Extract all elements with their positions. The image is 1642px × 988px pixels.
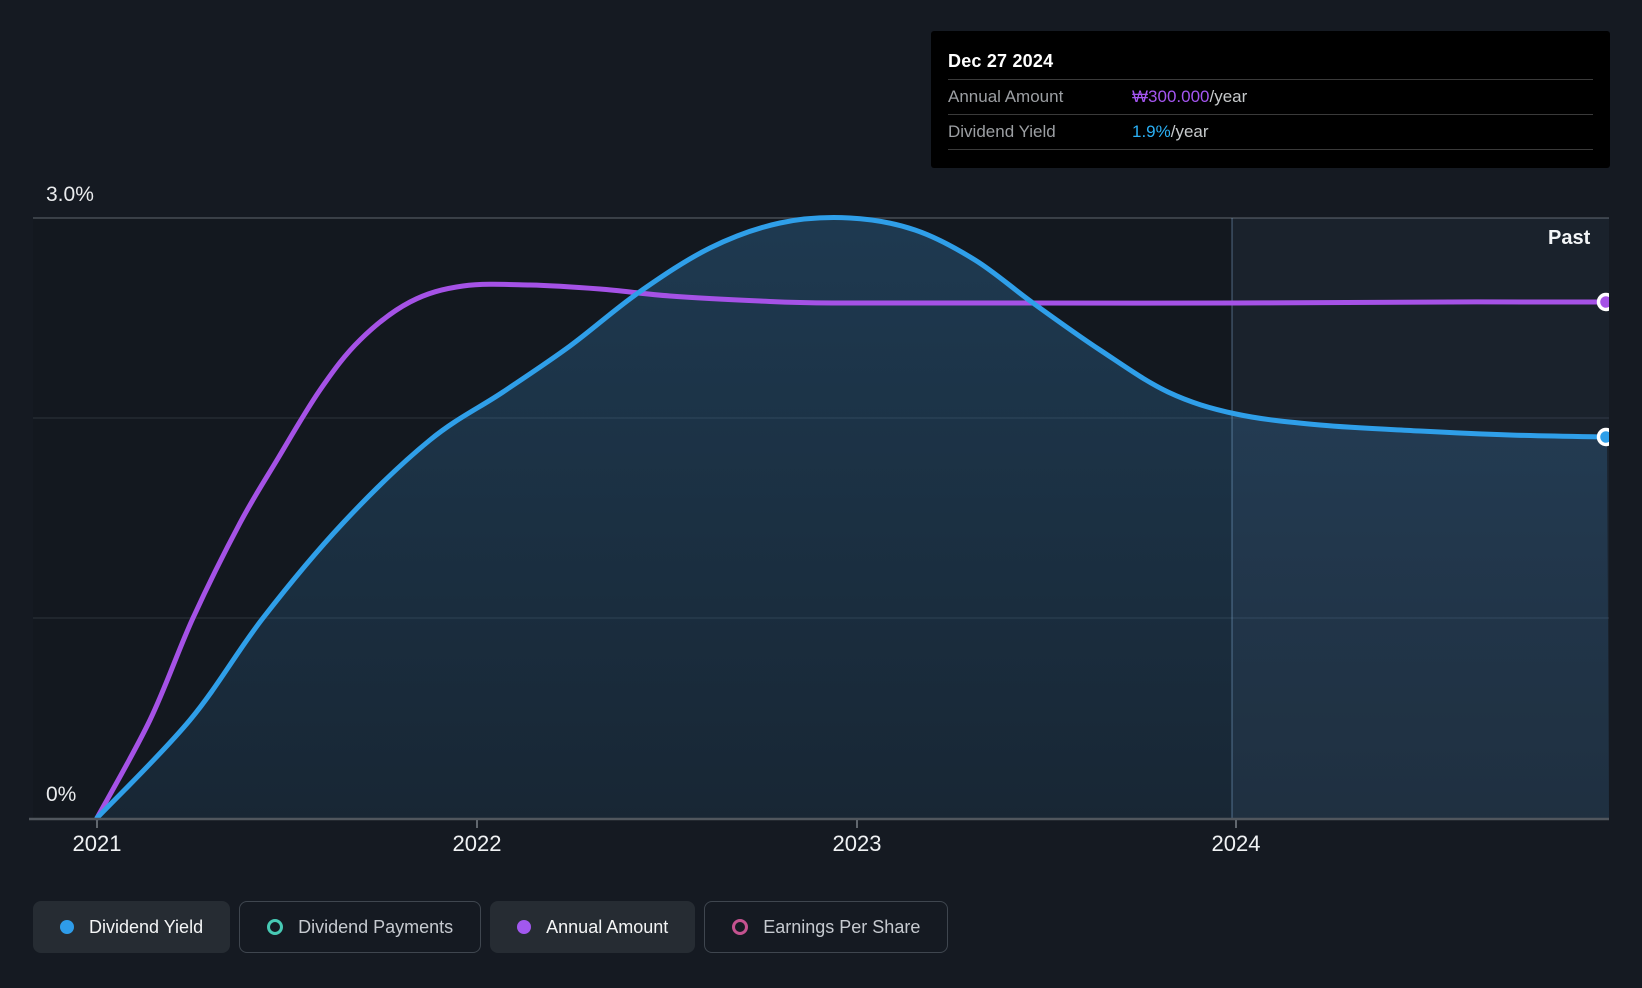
legend-label: Dividend Yield	[89, 916, 204, 937]
legend-label: Earnings Per Share	[763, 916, 921, 937]
tooltip-row-label: Dividend Yield	[948, 122, 1056, 141]
legend-toggle-dividend-payments[interactable]: Dividend Payments	[239, 901, 482, 953]
annual-amount-line	[94, 281, 1609, 821]
past-region-overlay	[1232, 218, 1609, 819]
x-axis-tick-label: 2024	[1211, 831, 1261, 856]
hover-tooltip: Dec 27 2024 Annual Amount ₩300.000/year Di…	[931, 31, 1610, 168]
legend-toggle-earnings-per-share[interactable]: Earnings Per Share	[704, 901, 949, 953]
series-endpoint-dot	[1596, 427, 1609, 447]
legend-toggle-dividend-yield[interactable]: Dividend Yield	[33, 901, 231, 953]
y-axis-tick-label: 0%	[46, 783, 77, 806]
past-region-label: Past	[1548, 227, 1591, 249]
tooltip-row-dividend-yield: Dividend Yield 1.9%/year	[948, 115, 1593, 150]
legend-toggle-annual-amount[interactable]: Annual Amount	[490, 901, 696, 953]
x-axis-tick-label: 2021	[72, 831, 122, 856]
legend-label: Dividend Payments	[298, 916, 454, 937]
x-axis-tick-label: 2023	[832, 831, 882, 856]
y-axis-tick-label: 3.0%	[46, 183, 94, 206]
tooltip-row-annual-amount: Annual Amount ₩300.000/year	[948, 80, 1593, 115]
filled-dot-icon	[60, 920, 74, 934]
series-legend: Dividend Yield Dividend Payments Annual Am…	[33, 901, 949, 953]
tooltip-date: Dec 27 2024	[948, 31, 1593, 80]
legend-label: Annual Amount	[546, 916, 669, 937]
tooltip-row-value: 1.9%/year	[1132, 122, 1209, 141]
series-endpoint-dot	[1596, 292, 1609, 312]
ring-icon	[732, 919, 749, 935]
dividend-yield-area-fill	[97, 217, 1609, 819]
tooltip-row-value: ₩300.000/year	[1132, 87, 1248, 106]
tooltip-row-label: Annual Amount	[948, 87, 1064, 106]
dividend-yield-line	[94, 215, 1609, 821]
filled-dot-icon	[517, 920, 532, 934]
x-axis-tick-label: 2022	[452, 831, 502, 856]
ring-icon	[267, 919, 284, 935]
